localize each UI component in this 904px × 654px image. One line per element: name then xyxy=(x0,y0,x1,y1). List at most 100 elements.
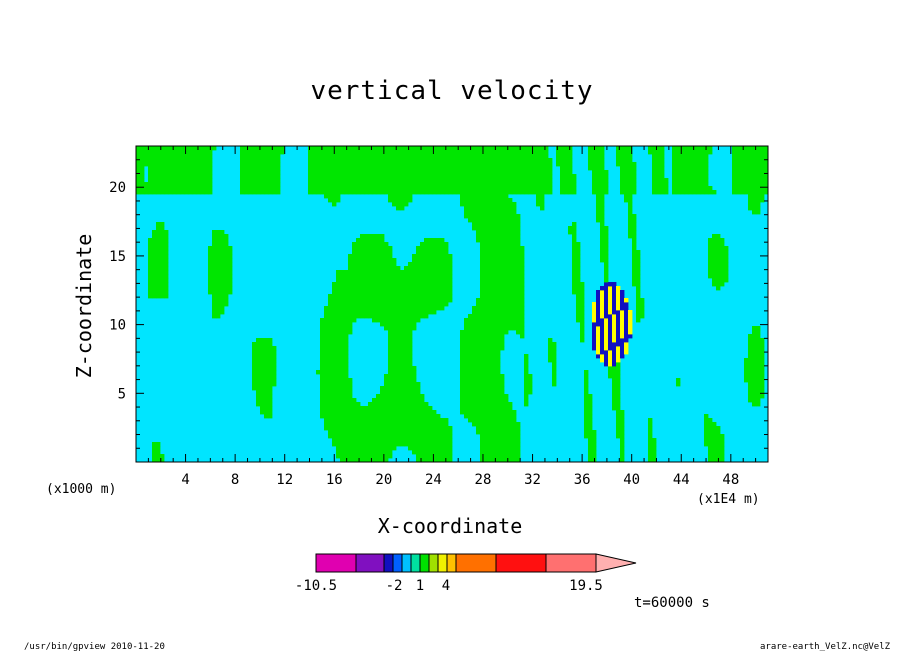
field-cell xyxy=(508,326,513,331)
field-cell xyxy=(488,294,493,299)
field-cell xyxy=(436,282,441,287)
field-cell xyxy=(432,262,437,267)
field-cell xyxy=(440,178,445,183)
field-cell xyxy=(656,146,661,151)
field-cell xyxy=(412,170,417,175)
field-cell xyxy=(748,346,753,351)
field-cell xyxy=(352,158,357,163)
field-cell xyxy=(508,166,513,171)
field-cell xyxy=(628,214,633,219)
field-cell xyxy=(400,410,405,415)
field-cell xyxy=(704,170,709,175)
field-cell xyxy=(468,150,473,155)
field-cell xyxy=(396,178,401,183)
field-cell xyxy=(176,146,181,151)
field-cell xyxy=(380,270,385,275)
field-cell xyxy=(172,178,177,183)
field-cell xyxy=(756,158,761,163)
field-cell xyxy=(520,314,525,319)
field-cell xyxy=(416,450,421,455)
field-cell xyxy=(416,458,421,463)
field-cell xyxy=(420,270,425,275)
field-cell xyxy=(356,178,361,183)
field-cell xyxy=(272,346,277,351)
field-cell xyxy=(492,166,497,171)
field-cell xyxy=(188,182,193,187)
field-cell xyxy=(340,162,345,167)
field-cell xyxy=(152,162,157,167)
field-cell xyxy=(476,346,481,351)
field-cell xyxy=(716,266,721,271)
field-cell xyxy=(372,294,377,299)
field-cell xyxy=(612,326,617,331)
field-cell xyxy=(488,322,493,327)
field-cell xyxy=(392,194,397,199)
field-cell xyxy=(400,194,405,199)
field-cell xyxy=(444,446,449,451)
field-cell xyxy=(424,402,429,407)
field-cell xyxy=(520,174,525,179)
field-cell xyxy=(432,426,437,431)
field-cell xyxy=(320,170,325,175)
field-cell xyxy=(416,182,421,187)
field-cell xyxy=(440,162,445,167)
field-cell xyxy=(500,250,505,255)
field-cell xyxy=(556,158,561,163)
field-cell xyxy=(488,258,493,263)
field-cell xyxy=(464,194,469,199)
field-cell xyxy=(376,394,381,399)
field-cell xyxy=(168,150,173,155)
field-cell xyxy=(360,258,365,263)
field-cell xyxy=(612,374,617,379)
y-tick-label: 15 xyxy=(109,249,126,265)
field-cell xyxy=(428,174,433,179)
field-cell xyxy=(752,166,757,171)
field-cell xyxy=(340,426,345,431)
field-cell xyxy=(528,158,533,163)
field-cell xyxy=(400,306,405,311)
field-cell xyxy=(376,422,381,427)
field-cell xyxy=(272,166,277,171)
field-cell xyxy=(752,382,757,387)
field-cell xyxy=(276,158,281,163)
field-cell xyxy=(264,186,269,191)
field-cell xyxy=(480,274,485,279)
field-cell xyxy=(492,198,497,203)
field-cell xyxy=(412,430,417,435)
field-cell xyxy=(736,158,741,163)
field-cell xyxy=(496,158,501,163)
field-cell xyxy=(252,366,257,371)
field-cell xyxy=(496,154,501,159)
field-cell xyxy=(212,282,217,287)
field-cell xyxy=(208,282,213,287)
field-cell xyxy=(352,402,357,407)
field-cell xyxy=(492,158,497,163)
field-cell xyxy=(444,430,449,435)
field-cell xyxy=(492,426,497,431)
field-cell xyxy=(696,174,701,179)
field-cell xyxy=(480,330,485,335)
field-cell xyxy=(756,150,761,155)
field-cell xyxy=(756,162,761,167)
field-cell xyxy=(516,246,521,251)
field-cell xyxy=(360,174,365,179)
field-cell xyxy=(468,350,473,355)
field-cell xyxy=(364,302,369,307)
field-cell xyxy=(616,378,621,383)
field-cell xyxy=(320,342,325,347)
colorbar-segment xyxy=(383,553,394,573)
field-cell xyxy=(512,414,517,419)
field-cell xyxy=(420,442,425,447)
field-cell xyxy=(704,150,709,155)
field-cell xyxy=(560,166,565,171)
field-cell xyxy=(344,186,349,191)
field-cell xyxy=(496,318,501,323)
field-cell xyxy=(468,186,473,191)
field-cell xyxy=(372,418,377,423)
field-cell xyxy=(264,170,269,175)
field-cell xyxy=(504,458,509,463)
field-cell xyxy=(500,406,505,411)
field-cell xyxy=(492,414,497,419)
field-cell xyxy=(424,262,429,267)
field-cell xyxy=(612,338,617,343)
